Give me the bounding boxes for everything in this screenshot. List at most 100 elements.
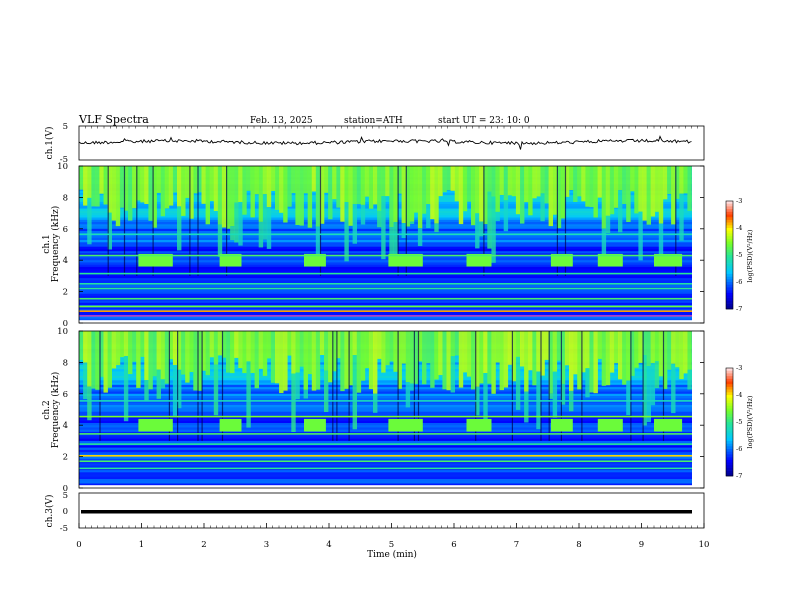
transmitter-burst (466, 418, 492, 432)
spectrogram-band (79, 393, 692, 397)
ch1-spectrogram-frame (78, 165, 705, 324)
hiss-streak (377, 210, 382, 228)
hiss-column (368, 331, 374, 390)
hiss-column (662, 331, 668, 389)
hiss-streak (650, 363, 656, 406)
hiss-column (532, 331, 537, 386)
spectrogram-band (79, 278, 692, 281)
hiss-column (642, 166, 647, 221)
hiss-column (344, 166, 349, 202)
hiss-column (450, 166, 455, 191)
spectrogram-band (79, 273, 692, 277)
carrier-line (79, 455, 692, 457)
spectrogram-band (79, 425, 692, 428)
hiss-column (401, 166, 406, 224)
colorbar-segment (726, 449, 733, 452)
hiss-column (287, 331, 292, 356)
colorbar-segment (726, 397, 733, 401)
transmitter-burst (304, 418, 326, 432)
hiss-column (593, 166, 598, 218)
ch1-frequency-label: Frequency (kHz) (50, 206, 61, 283)
ch2-spectrogram-image (79, 331, 704, 490)
transmitter-burst (388, 418, 423, 432)
hiss-column (254, 166, 259, 195)
spectrogram-band (79, 449, 692, 453)
hiss-column (556, 331, 562, 361)
colorbar-segment (726, 300, 733, 304)
hiss-streak (238, 202, 243, 246)
hiss-streak (450, 356, 455, 393)
spectrogram-band (79, 411, 692, 415)
hiss-column (193, 166, 198, 194)
hiss-column (671, 331, 676, 364)
ch1-ytick-top: 5 (63, 122, 68, 132)
hiss-column (230, 166, 235, 227)
hiss-column (389, 166, 394, 228)
spectrogram-band (79, 452, 692, 455)
hiss-column (172, 166, 178, 193)
hiss-column (642, 331, 647, 355)
ch3-waveform-ylabel: ch.3(V) (44, 495, 55, 528)
hiss-streak (87, 197, 92, 245)
colorbar-segment (726, 260, 733, 264)
hiss-column (434, 331, 439, 380)
colorbar-segment (726, 384, 733, 388)
hiss-column (164, 331, 170, 384)
colorbar-segment (726, 257, 733, 261)
hiss-column (123, 331, 129, 357)
dark-stripe (226, 166, 228, 276)
hiss-column (569, 331, 574, 391)
hiss-column (336, 166, 341, 208)
colorbar-segment (726, 416, 733, 420)
time-tick-label: 6 (451, 540, 456, 550)
spectrogram-band (79, 402, 692, 406)
hiss-column (528, 331, 533, 371)
hiss-column (462, 166, 468, 212)
ch2-cb-tick-m4: -4 (736, 391, 742, 399)
hiss-column (564, 331, 570, 366)
colorbar-segment (726, 268, 733, 272)
hiss-column (205, 166, 210, 225)
colorbar-segment (726, 219, 733, 223)
hiss-column (87, 166, 92, 198)
spectrogram-band (79, 458, 692, 462)
colorbar-segment (726, 389, 733, 393)
dark-stripe (548, 331, 550, 441)
spectrogram-band (79, 418, 692, 422)
carrier-line (79, 460, 692, 463)
colorbar-segment (726, 454, 733, 458)
hiss-column (409, 166, 415, 222)
transmitter-burst (388, 253, 423, 267)
ch2-frequency-label: Frequency (kHz) (50, 372, 61, 449)
hiss-column (503, 166, 509, 201)
hiss-column (242, 331, 247, 374)
hiss-column (454, 166, 460, 202)
hiss-column (360, 166, 366, 205)
hiss-column (520, 331, 525, 367)
ch1-colorbar-label: log(PSD)(V²/Hz) (746, 229, 754, 282)
carrier-line (79, 310, 692, 312)
hiss-column (491, 331, 496, 394)
colorbar-segment (726, 222, 733, 226)
hiss-column (601, 331, 607, 386)
colorbar-segment (726, 217, 733, 221)
hiss-column (177, 331, 182, 370)
dark-stripe (483, 166, 485, 276)
colorbar-segment (726, 465, 733, 469)
colorbar-segment (726, 470, 733, 474)
hiss-streak (401, 223, 406, 238)
hiss-column (364, 331, 370, 368)
ch3-ytick-bottom: -5 (60, 524, 68, 534)
spectrogram-band (79, 307, 692, 310)
hiss-column (413, 166, 419, 213)
dark-stripe (540, 331, 542, 441)
transmitter-burst (219, 253, 242, 267)
colorbar-segment (726, 427, 733, 431)
hiss-column (226, 331, 231, 373)
colorbar-segment (726, 209, 733, 213)
hiss-column (307, 166, 313, 228)
transmitter-burst (654, 418, 683, 432)
hiss-column (373, 166, 378, 205)
spectrogram-band (79, 416, 692, 419)
colorbar-segment (726, 203, 733, 207)
